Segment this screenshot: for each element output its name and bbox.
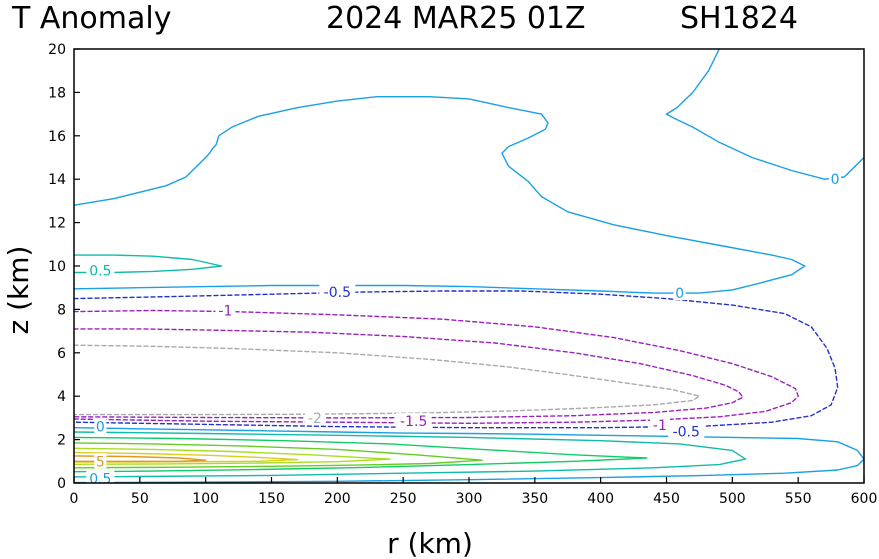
axis-ticks: 0 50 100 150 200 250 300 350 400 450 500 550 6000246… xyxy=(48,42,877,507)
contour-label-11: 5 xyxy=(96,454,105,470)
y-axis-label: z (km) xyxy=(2,246,35,335)
contour-line-13 xyxy=(73,455,207,462)
contour-line-2 xyxy=(73,427,865,484)
contour-label-bg-11 xyxy=(94,453,107,469)
contour-label-bg-8 xyxy=(649,416,670,432)
x-tick-label-10: 500 xyxy=(719,491,746,507)
contour-label-bg-5 xyxy=(319,284,356,300)
contour-label-6: -0.5 xyxy=(673,425,700,441)
y-tick-label-7: 14 xyxy=(48,172,66,188)
x-tick-label-8: 400 xyxy=(587,491,614,507)
contour-label-bg-1 xyxy=(673,285,686,301)
contour-layer xyxy=(73,48,865,484)
y-tick-label-6: 12 xyxy=(48,216,66,232)
contour-label-bg-9 xyxy=(395,413,432,429)
x-tick-label-12: 600 xyxy=(851,491,878,507)
x-tick-label-7: 350 xyxy=(521,491,548,507)
x-tick-label-4: 200 xyxy=(324,491,351,507)
contour-line-1 xyxy=(665,48,865,180)
y-tick-label-10: 20 xyxy=(48,42,66,58)
contour-line-8 xyxy=(73,431,747,478)
contour-line-5 xyxy=(73,328,744,419)
y-tick-label-8: 16 xyxy=(48,129,66,145)
contour-line-7 xyxy=(73,254,223,274)
contour-label-bg-3 xyxy=(86,470,115,486)
y-tick-label-2: 4 xyxy=(57,389,66,405)
x-tick-label-2: 100 xyxy=(192,491,219,507)
x-tick-label-3: 150 xyxy=(258,491,285,507)
contour-line-11 xyxy=(73,447,391,465)
contour-label-bg-7 xyxy=(215,302,236,318)
y-tick-label-0: 0 xyxy=(57,476,66,492)
contour-label-1: 0 xyxy=(675,286,684,302)
x-tick-label-1: 50 xyxy=(131,491,149,507)
chart-storm-id: SH1824 xyxy=(680,1,798,36)
x-tick-label-11: 550 xyxy=(785,491,812,507)
contour-label-8: -1 xyxy=(653,418,667,434)
contour-label-9: -1.5 xyxy=(400,414,427,430)
y-tick-label-9: 18 xyxy=(48,85,66,101)
contour-label-bg-6 xyxy=(668,423,705,439)
contour-label-0: 0 xyxy=(831,172,840,188)
contour-label-4: 0.5 xyxy=(89,263,111,279)
contour-line-0 xyxy=(73,96,806,294)
contour-line-9 xyxy=(73,436,648,473)
x-axis-label: r (km) xyxy=(387,527,473,559)
chart-title: T Anomaly xyxy=(11,1,171,36)
contour-line-3 xyxy=(73,290,839,429)
y-tick-label-1: 2 xyxy=(57,433,66,449)
contour-label-bg-10 xyxy=(304,409,325,425)
x-tick-label-9: 450 xyxy=(653,491,680,507)
chart-timestamp: 2024 MAR25 01Z xyxy=(326,1,586,36)
contour-label-bg-0 xyxy=(829,171,842,187)
contour-line-4 xyxy=(73,309,799,424)
y-tick-label-3: 6 xyxy=(57,346,66,362)
contour-label-layer: 0 0 0 0.5 0.5 -0.5 -0.5 -1 -1 -1.5 -2 5 xyxy=(86,171,842,488)
x-tick-label-6: 300 xyxy=(456,491,483,507)
y-tick-label-4: 8 xyxy=(57,302,66,318)
contour-label-10: -2 xyxy=(308,411,322,427)
contour-label-2: 0 xyxy=(96,420,105,436)
contour-label-bg-4 xyxy=(86,262,115,278)
contour-label-5: -0.5 xyxy=(324,285,351,301)
y-tick-label-5: 10 xyxy=(48,259,66,275)
x-tick-label-0: 0 xyxy=(70,491,79,507)
contour-line-6 xyxy=(73,344,701,416)
contour-label-3: 0.5 xyxy=(89,472,111,488)
contour-label-7: -1 xyxy=(218,303,232,319)
contour-line-10 xyxy=(73,442,483,469)
contour-label-bg-2 xyxy=(94,418,107,434)
x-tick-label-5: 250 xyxy=(390,491,417,507)
